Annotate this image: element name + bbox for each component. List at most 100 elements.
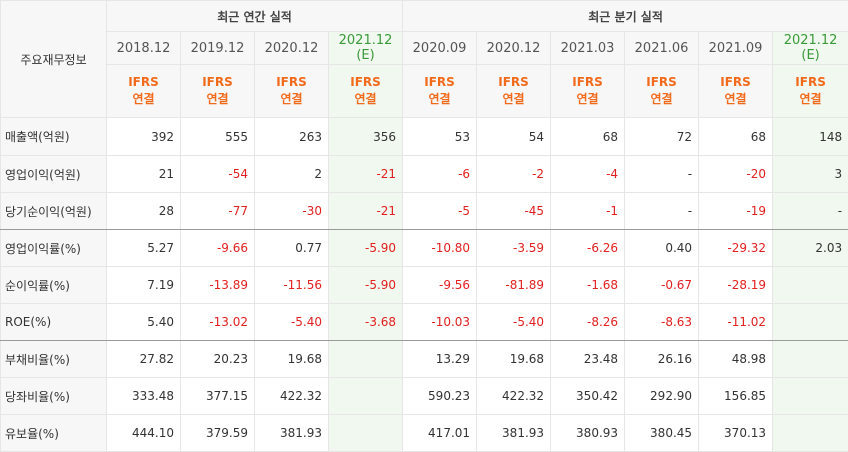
row-label: 당기순이익(억원) [1, 193, 107, 230]
quarterly-group-header: 최근 분기 실적 [403, 1, 848, 32]
value-cell: 377.15 [181, 378, 255, 415]
ifrs-header: IFRS 연결 [625, 65, 699, 118]
value-cell: 370.13 [699, 415, 773, 452]
ifrs-label: IFRS [276, 75, 307, 89]
value-cell: 68 [551, 118, 625, 156]
value-cell: 54 [477, 118, 551, 156]
value-cell: 21 [107, 156, 181, 193]
ifrs-label: IFRS [498, 75, 529, 89]
value-cell: 555 [181, 118, 255, 156]
period-label: 2021.06 [635, 41, 689, 56]
consolidated-label: 연결 [503, 92, 525, 106]
value-cell [329, 378, 403, 415]
value-cell: -10.03 [403, 304, 477, 341]
value-cell: -10.80 [403, 230, 477, 267]
value-cell: 13.29 [403, 341, 477, 378]
period-label: 2018.12 [117, 41, 171, 56]
value-cell: - [625, 156, 699, 193]
value-cell: -5.40 [477, 304, 551, 341]
value-cell: 5.40 [107, 304, 181, 341]
row-label: ROE(%) [1, 304, 107, 341]
ifrs-label: IFRS [202, 75, 233, 89]
value-cell: -2 [477, 156, 551, 193]
value-cell: -1.68 [551, 267, 625, 304]
value-cell: 2.03 [773, 230, 848, 267]
value-cell: 3 [773, 156, 848, 193]
value-cell: -77 [181, 193, 255, 230]
value-cell: 380.93 [551, 415, 625, 452]
value-cell: 590.23 [403, 378, 477, 415]
table-row: 순이익률(%)7.19-13.89-11.56-5.90-9.56-81.89-… [1, 267, 848, 304]
value-cell: -5.40 [255, 304, 329, 341]
value-cell: -30 [255, 193, 329, 230]
period-header: 2020.12 [477, 32, 551, 65]
annual-group-header: 최근 연간 실적 [107, 1, 403, 32]
value-cell: 7.19 [107, 267, 181, 304]
value-cell: 26.16 [625, 341, 699, 378]
period-label: 2020.12 [265, 41, 319, 56]
value-cell: -4 [551, 156, 625, 193]
value-cell: -13.02 [181, 304, 255, 341]
value-cell: -21 [329, 193, 403, 230]
consolidated-label: 연결 [354, 92, 376, 106]
value-cell: -54 [181, 156, 255, 193]
table-row: ROE(%)5.40-13.02-5.40-3.68-10.03-5.40-8.… [1, 304, 848, 341]
value-cell [329, 415, 403, 452]
value-cell: 23.48 [551, 341, 625, 378]
value-cell: 156.85 [699, 378, 773, 415]
value-cell [329, 341, 403, 378]
period-label: 2021.03 [561, 41, 615, 56]
value-cell: -3.59 [477, 230, 551, 267]
value-cell [773, 415, 848, 452]
value-cell: 20.23 [181, 341, 255, 378]
value-cell: -45 [477, 193, 551, 230]
value-cell: -81.89 [477, 267, 551, 304]
period-header: 2018.12 [107, 32, 181, 65]
row-label: 영업이익률(%) [1, 230, 107, 267]
period-header: 2021.09 [699, 32, 773, 65]
value-cell [773, 378, 848, 415]
value-cell: -8.63 [625, 304, 699, 341]
period-label: 2021.09 [709, 41, 763, 56]
consolidated-label: 연결 [577, 92, 599, 106]
period-header: 2021.12(E) [329, 32, 403, 65]
value-cell: -19 [699, 193, 773, 230]
value-cell [773, 341, 848, 378]
value-cell: 417.01 [403, 415, 477, 452]
value-cell: -5 [403, 193, 477, 230]
consolidated-label: 연결 [280, 92, 302, 106]
value-cell: 444.10 [107, 415, 181, 452]
value-cell: 27.82 [107, 341, 181, 378]
corner-label: 주요재무정보 [1, 1, 107, 118]
value-cell: -6 [403, 156, 477, 193]
period-header: 2021.06 [625, 32, 699, 65]
value-cell: 53 [403, 118, 477, 156]
value-cell: 292.90 [625, 378, 699, 415]
ifrs-label: IFRS [128, 75, 159, 89]
value-cell: 0.77 [255, 230, 329, 267]
value-cell: - [625, 193, 699, 230]
consolidated-label: 연결 [651, 92, 673, 106]
row-label: 부채비율(%) [1, 341, 107, 378]
period-label: 2019.12 [191, 41, 245, 56]
period-label: 2020.09 [413, 41, 467, 56]
value-cell: 48.98 [699, 341, 773, 378]
ifrs-label: IFRS [646, 75, 677, 89]
period-header: 2021.03 [551, 32, 625, 65]
period-label: 2021.12 [339, 33, 393, 48]
value-cell: -28.19 [699, 267, 773, 304]
value-cell: 392 [107, 118, 181, 156]
period-header: 2020.12 [255, 32, 329, 65]
consolidated-label: 연결 [132, 92, 154, 106]
row-label: 매출액(억원) [1, 118, 107, 156]
value-cell: 19.68 [255, 341, 329, 378]
